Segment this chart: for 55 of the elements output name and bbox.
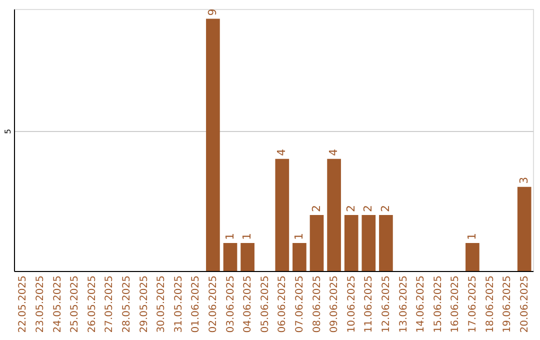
x-tick-label: 27.05.2025 <box>104 276 116 333</box>
x-tick-label: 18.06.2025 <box>484 276 496 333</box>
x-tick-label: 15.06.2025 <box>432 276 444 333</box>
x-tick-label: 24.05.2025 <box>52 276 64 333</box>
data-label: 1 <box>240 232 254 240</box>
x-tick-label: 08.06.2025 <box>312 276 323 333</box>
x-tick-label: 17.06.2025 <box>467 276 478 333</box>
bar <box>223 242 238 271</box>
x-tick-label: 07.06.2025 <box>294 276 306 333</box>
bar <box>517 186 532 271</box>
data-label: 1 <box>223 232 236 240</box>
bar <box>206 18 220 271</box>
x-tick-label: 04.06.2025 <box>242 276 254 333</box>
bar <box>466 242 480 271</box>
data-label: 1 <box>292 232 306 240</box>
x-tick-label: 03.06.2025 <box>225 276 236 333</box>
x-tick-label: 16.06.2025 <box>450 276 462 333</box>
bar <box>362 214 376 271</box>
x-tick-label: 22.05.2025 <box>18 276 29 333</box>
bar <box>310 214 324 271</box>
x-tick-label: 12.06.2025 <box>380 276 392 333</box>
x-tick-label: 26.05.2025 <box>86 276 98 333</box>
x-tick-label: 19.06.2025 <box>502 276 514 333</box>
bar <box>240 242 254 271</box>
data-label: 1 <box>465 232 478 240</box>
data-label: 4 <box>275 148 288 156</box>
x-tick-label: 25.05.2025 <box>70 276 81 333</box>
data-label: 2 <box>344 204 358 212</box>
data-label: 9 <box>206 8 219 16</box>
y-tick-label: 5 <box>4 128 12 134</box>
x-tick-label: 01.06.2025 <box>190 276 202 333</box>
data-label: 2 <box>310 204 323 212</box>
bar <box>327 158 341 271</box>
x-tick-label: 29.05.2025 <box>138 276 150 333</box>
x-tick-label: 11.06.2025 <box>364 276 375 333</box>
bar <box>344 214 358 271</box>
x-tick-label: 30.05.2025 <box>156 276 168 333</box>
x-tick-label: 14.06.2025 <box>416 276 427 333</box>
data-label: 2 <box>362 204 375 212</box>
x-tick-label: 02.06.2025 <box>208 276 219 333</box>
bar <box>379 214 393 271</box>
x-tick-label: 06.06.2025 <box>277 276 288 333</box>
x-tick-label: 09.06.2025 <box>329 276 340 333</box>
bar <box>275 158 290 271</box>
x-tick-label: 23.05.2025 <box>34 276 46 333</box>
bar <box>292 242 306 271</box>
x-tick-label: 28.05.2025 <box>121 276 132 333</box>
data-label: 3 <box>517 176 530 184</box>
data-label: 2 <box>378 204 392 212</box>
data-label: 4 <box>327 148 340 156</box>
x-tick-label: 05.06.2025 <box>260 276 271 333</box>
x-tick-label: 13.06.2025 <box>398 276 410 333</box>
x-tick-label: 31.05.2025 <box>173 276 184 333</box>
x-tick-label: 10.06.2025 <box>346 276 358 333</box>
x-tick-label: 20.06.2025 <box>519 276 530 333</box>
